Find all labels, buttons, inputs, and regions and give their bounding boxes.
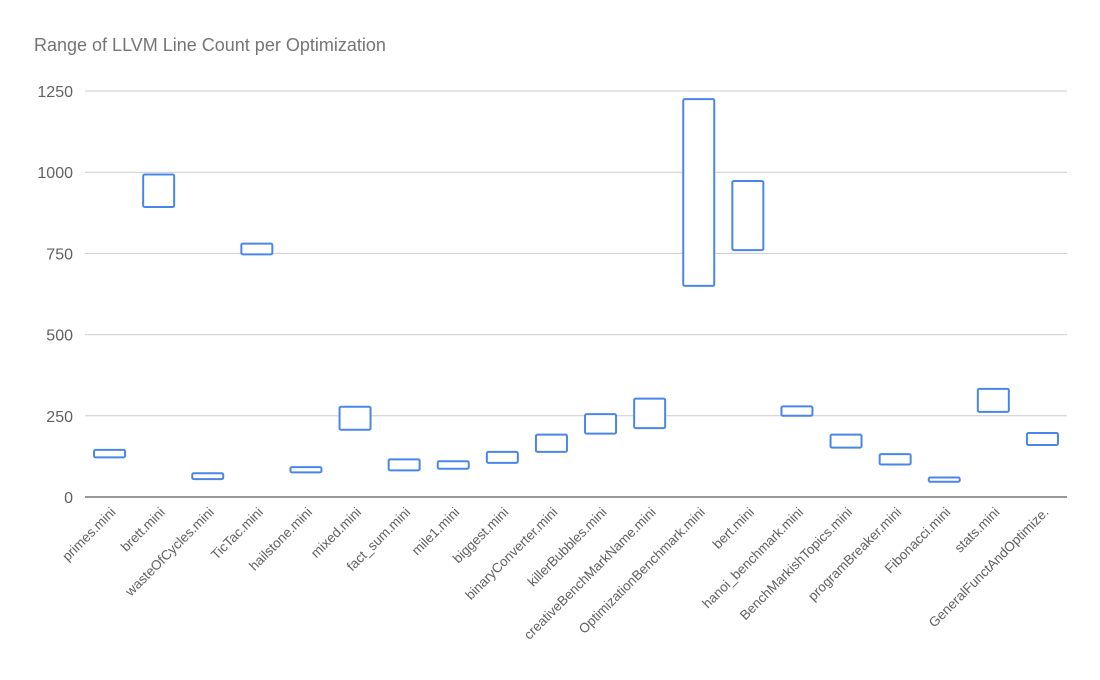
range-box — [485, 450, 519, 464]
range-box — [289, 466, 323, 474]
range-box — [878, 453, 912, 466]
range-box — [731, 179, 765, 252]
range-box — [1025, 432, 1059, 447]
y-tick-label: 1000 — [37, 165, 73, 182]
x-tick-label: stats.mini — [952, 505, 1003, 556]
range-box — [927, 476, 961, 483]
x-tick-label: brett.mini — [118, 505, 168, 555]
range-box — [780, 405, 814, 417]
range-box — [436, 460, 470, 470]
range-box — [191, 472, 225, 481]
y-tick-label: 500 — [46, 328, 73, 345]
range-box — [829, 433, 863, 449]
range-box — [534, 433, 568, 453]
range-box — [976, 387, 1010, 413]
y-tick-label: 750 — [46, 246, 73, 263]
x-tick-label: wasteOfCycles.mini — [122, 505, 217, 600]
x-tick-label: binaryConverter.mini — [462, 505, 560, 603]
range-box — [387, 458, 421, 472]
chart-title: Range of LLVM Line Count per Optimizatio… — [34, 35, 386, 55]
range-box — [633, 397, 667, 430]
x-tick-label: primes.mini — [59, 505, 118, 564]
y-tick-label: 0 — [64, 490, 73, 507]
x-tick-label: programBreaker.mini — [805, 505, 904, 604]
y-tick-label: 250 — [46, 409, 73, 426]
range-box — [338, 405, 372, 431]
range-box — [240, 242, 274, 256]
x-tick-label: bert.mini — [710, 505, 757, 552]
range-box — [682, 98, 716, 287]
range-box — [584, 413, 618, 435]
range-box — [142, 173, 176, 208]
range-box — [93, 448, 127, 459]
y-tick-label: 1250 — [37, 84, 73, 101]
